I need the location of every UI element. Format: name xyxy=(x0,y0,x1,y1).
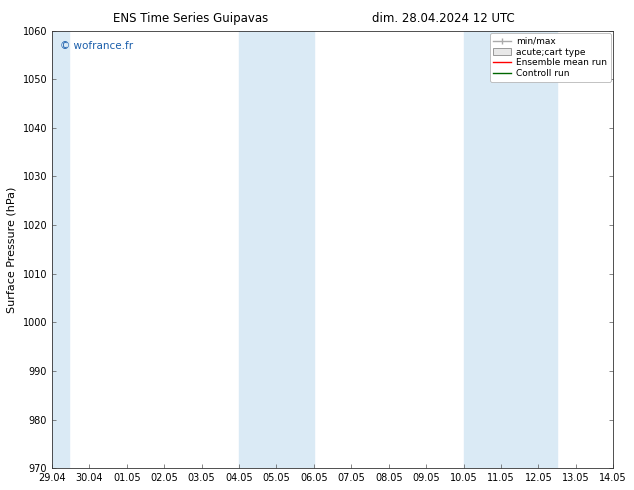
Bar xyxy=(239,30,314,468)
Legend: min/max, acute;cart type, Ensemble mean run, Controll run: min/max, acute;cart type, Ensemble mean … xyxy=(489,33,611,82)
Bar xyxy=(463,30,557,468)
Text: © wofrance.fr: © wofrance.fr xyxy=(60,42,134,51)
Text: ENS Time Series Guipavas: ENS Time Series Guipavas xyxy=(113,12,268,25)
Y-axis label: Surface Pressure (hPa): Surface Pressure (hPa) xyxy=(7,186,17,313)
Bar xyxy=(52,30,69,468)
Text: dim. 28.04.2024 12 UTC: dim. 28.04.2024 12 UTC xyxy=(372,12,515,25)
